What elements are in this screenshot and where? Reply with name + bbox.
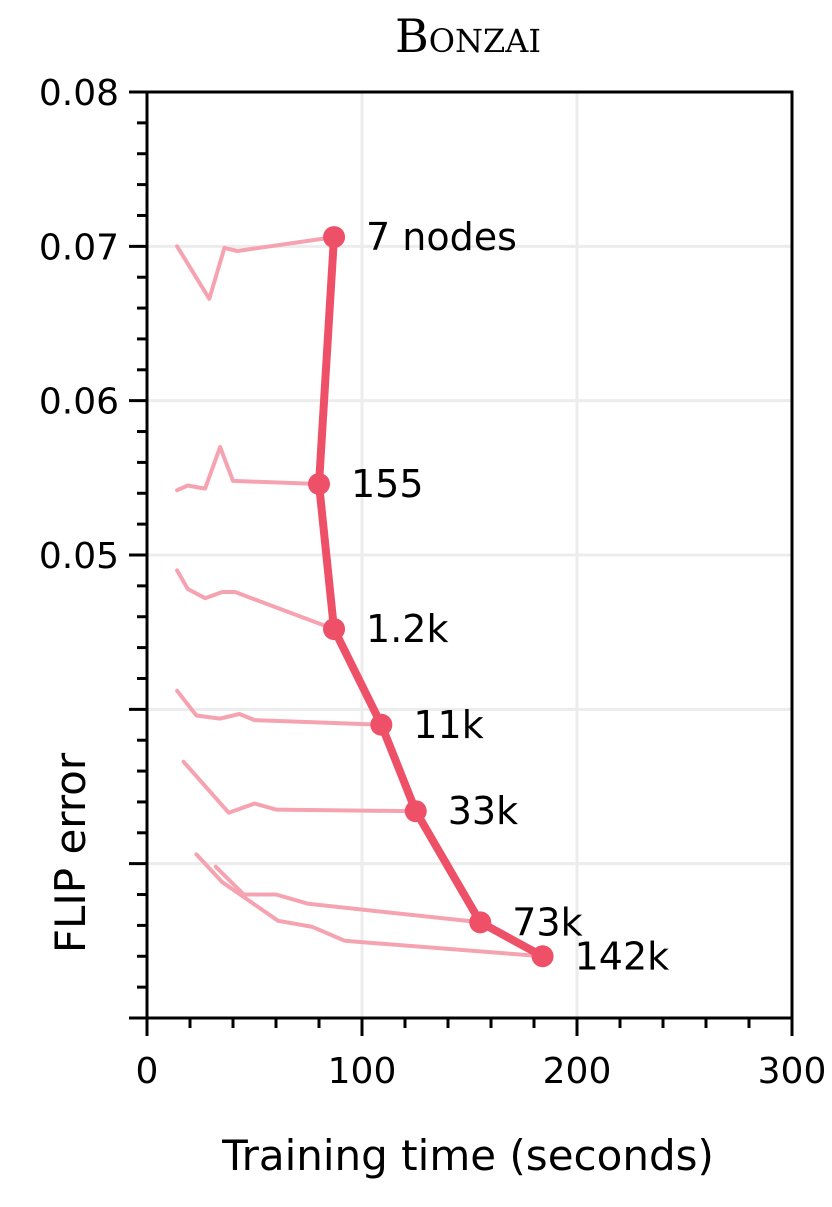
trajectory-line bbox=[175, 235, 336, 301]
y-tick-label: 0.07 bbox=[39, 227, 119, 268]
trajectory-line bbox=[213, 864, 483, 925]
tick-labels: 0.05 0.06 0.07 0.08 0 100 200 300 bbox=[39, 73, 827, 1092]
data-point bbox=[404, 800, 427, 823]
y-axis-label: FLIP error bbox=[46, 752, 95, 953]
trajectory-line bbox=[175, 445, 321, 493]
data-label: 142k bbox=[575, 934, 670, 978]
data-point bbox=[370, 713, 393, 736]
data-point bbox=[323, 618, 346, 641]
trajectory-line bbox=[175, 568, 336, 632]
y-tick-label: 0.05 bbox=[39, 536, 119, 577]
data-point bbox=[469, 911, 492, 934]
data-label: 33k bbox=[448, 789, 518, 833]
trajectory-line bbox=[194, 852, 545, 959]
y-tick-label: 0.06 bbox=[39, 382, 119, 423]
data-label: 1.2k bbox=[366, 607, 448, 651]
chart-title: Bonzai bbox=[395, 9, 541, 63]
x-tick-label: 200 bbox=[543, 1051, 612, 1092]
x-axis-label: Training time (seconds) bbox=[221, 1131, 714, 1180]
x-tick-label: 100 bbox=[328, 1051, 397, 1092]
x-tick-label: 0 bbox=[136, 1051, 159, 1092]
trajectory-line bbox=[181, 759, 418, 815]
data-point bbox=[308, 473, 330, 496]
main-series bbox=[308, 226, 554, 968]
y-tick-label: 0.08 bbox=[39, 73, 119, 114]
data-label: 155 bbox=[351, 462, 424, 506]
data-label: 11k bbox=[413, 703, 483, 747]
x-tick-label: 300 bbox=[758, 1051, 827, 1092]
trajectory-line bbox=[175, 688, 384, 727]
data-point bbox=[323, 226, 346, 249]
main-series-line bbox=[315, 233, 547, 961]
axes bbox=[129, 90, 794, 1036]
trajectory-lines bbox=[175, 235, 545, 959]
data-label: 73k bbox=[512, 900, 582, 944]
data-point bbox=[531, 945, 554, 968]
data-label: 7 nodes bbox=[366, 215, 517, 259]
